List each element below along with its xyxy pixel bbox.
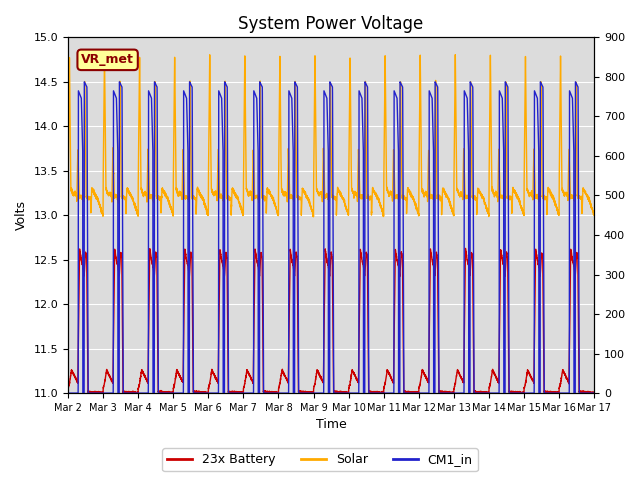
Legend: 23x Battery, Solar, CM1_in: 23x Battery, Solar, CM1_in bbox=[163, 448, 477, 471]
Title: System Power Voltage: System Power Voltage bbox=[239, 15, 424, 33]
Y-axis label: Volts: Volts bbox=[15, 200, 28, 230]
X-axis label: Time: Time bbox=[316, 419, 346, 432]
Text: VR_met: VR_met bbox=[81, 53, 134, 66]
